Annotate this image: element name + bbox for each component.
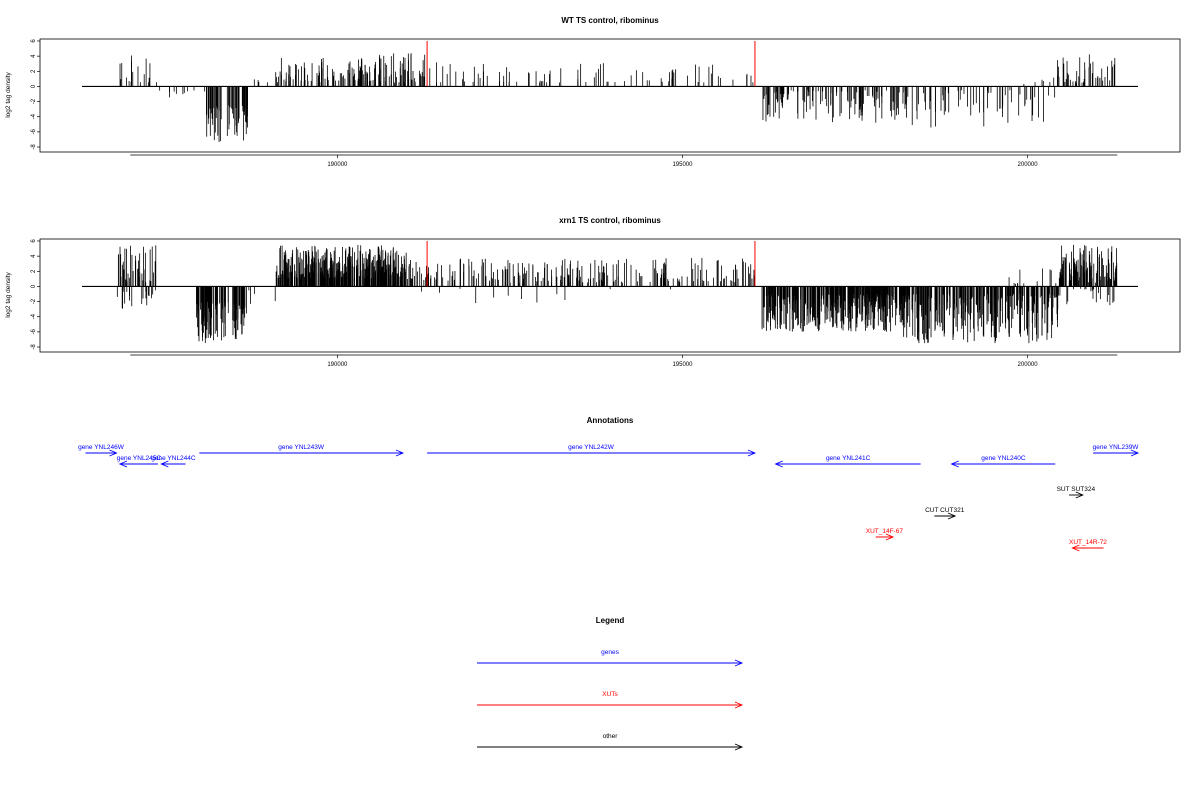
x-tick-label: 190000 xyxy=(327,362,348,368)
annotation-feature: gene YNL243W xyxy=(199,444,405,457)
y-tick-label: 2 xyxy=(31,69,37,73)
legend-arrow-head xyxy=(734,701,744,709)
annotation-feature: gene YNL242W xyxy=(427,444,757,457)
marker-lines xyxy=(426,241,756,287)
feature-label: XUT_14R-72 xyxy=(1069,539,1107,546)
x-tick-label: 200000 xyxy=(1018,162,1039,168)
annotation-feature: XUT_14R-72 xyxy=(1069,539,1107,552)
legend-label: other xyxy=(603,733,619,740)
y-tick-label: 0 xyxy=(31,84,37,88)
arrow-head xyxy=(395,449,405,457)
arrow-head xyxy=(947,512,957,520)
feature-label: gene YNL244C xyxy=(151,455,196,462)
plot-frame xyxy=(39,38,1181,153)
feature-label: gene YNL245C xyxy=(117,455,162,462)
y-axis-label: log2 tag density xyxy=(5,71,12,117)
feature-label: CUT CUT321 xyxy=(925,507,965,514)
y-tick-label: 6 xyxy=(31,39,37,43)
y-tick-label: -4 xyxy=(31,313,37,319)
y-tick-label: 4 xyxy=(31,54,37,58)
x-tick-label: 200000 xyxy=(1018,362,1039,368)
x-tick-label: 190000 xyxy=(327,162,348,168)
arrow-head xyxy=(109,449,118,457)
legend-title: Legend xyxy=(596,616,625,625)
y-tick-label: 6 xyxy=(31,239,37,243)
feature-label: gene YNL241C xyxy=(826,455,871,462)
y-axis-label: log2 tag density xyxy=(5,271,12,317)
y-tick-label: -2 xyxy=(31,298,37,304)
legend-item-xuts: XUTs xyxy=(477,691,744,709)
annotations-title: Annotations xyxy=(587,416,634,425)
legend-panel: Legend genes XUTs other xyxy=(477,616,744,751)
x-tick-label: 195000 xyxy=(672,362,693,368)
legend-label: genes xyxy=(601,649,619,656)
density-bars xyxy=(82,244,1138,344)
annotation-feature: gene YNL246W xyxy=(78,444,125,457)
feature-label: gene YNL246W xyxy=(78,444,125,451)
arrow-head xyxy=(1075,491,1084,499)
legend-items: genes XUTs other xyxy=(477,649,744,751)
arrow-head xyxy=(747,449,757,457)
y-tick-label: -2 xyxy=(31,98,37,104)
annotation-feature: gene YNL241C xyxy=(774,455,921,468)
arrow-head xyxy=(160,460,169,468)
x-tick-label: 195000 xyxy=(672,162,693,168)
y-tick-label: -4 xyxy=(31,113,37,119)
axis-ticks: -8 -6 -4 -2 0 2 4 6 190000 195000 200000 xyxy=(31,39,1118,168)
legend-arrow-head xyxy=(734,743,744,751)
arrow-head xyxy=(885,533,895,541)
feature-label: gene YNL240C xyxy=(981,455,1026,462)
y-tick-label: -8 xyxy=(31,144,37,150)
legend-label: XUTs xyxy=(602,691,618,698)
y-tick-label: 0 xyxy=(31,284,37,288)
annotation-feature: CUT CUT321 xyxy=(925,507,965,520)
y-tick-label: 2 xyxy=(31,269,37,273)
xrn1-track-panel: xrn1 TS control, ribominus log2 tag dens… xyxy=(5,216,1181,368)
feature-label: XUT_14F-67 xyxy=(866,528,904,535)
feature-label: gene YNL243W xyxy=(278,444,325,451)
arrow-head xyxy=(1071,544,1080,552)
legend-item-other: other xyxy=(477,733,744,751)
annotation-feature: SUT SUT324 xyxy=(1057,486,1096,499)
y-tick-label: -8 xyxy=(31,344,37,350)
axis-ticks: -8 -6 -4 -2 0 2 4 6 190000 195000 200000 xyxy=(31,239,1118,368)
arrow-head xyxy=(950,460,959,468)
legend-arrow-head xyxy=(734,659,744,667)
annotation-feature: XUT_14F-67 xyxy=(866,528,904,541)
wt-track-panel: WT TS control, ribominus log2 tag densit… xyxy=(5,16,1181,168)
feature-label: SUT SUT324 xyxy=(1057,486,1096,493)
density-bars xyxy=(82,53,1138,143)
plot-frame xyxy=(39,238,1181,353)
arrow-head xyxy=(774,460,783,468)
annotation-feature: gene YNL245C xyxy=(117,455,162,468)
annotation-feature: gene YNL239W xyxy=(1093,444,1140,457)
arrow-head xyxy=(1130,449,1140,457)
panel-title: WT TS control, ribominus xyxy=(561,16,659,25)
marker-lines xyxy=(426,41,756,87)
y-tick-label: 4 xyxy=(31,254,37,258)
panel-title: xrn1 TS control, ribominus xyxy=(559,216,661,225)
feature-label: gene YNL239W xyxy=(1093,444,1140,451)
arrow-head xyxy=(118,460,128,468)
y-tick-label: -6 xyxy=(31,129,37,135)
annotation-feature: gene YNL240C xyxy=(950,455,1056,468)
y-tick-label: -6 xyxy=(31,329,37,335)
annotation-feature: gene YNL244C xyxy=(151,455,196,468)
feature-label: gene YNL242W xyxy=(568,444,615,451)
legend-item-genes: genes xyxy=(477,649,744,667)
